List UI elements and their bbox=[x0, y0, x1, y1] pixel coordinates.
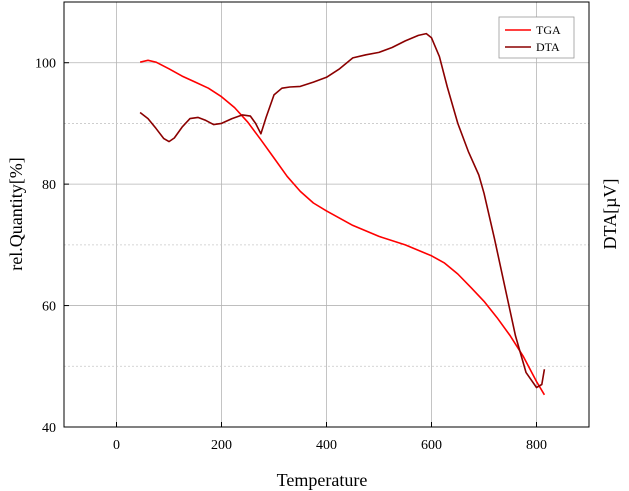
x-axis-ticks: 0 200 400 600 800 bbox=[113, 422, 547, 453]
y-axis-ticks: 40 60 80 100 bbox=[35, 57, 69, 436]
y-tick-label: 60 bbox=[42, 300, 56, 315]
x-tick-label: 600 bbox=[421, 438, 442, 453]
y-axis-title: rel.Quantity[%] bbox=[6, 157, 26, 270]
y2-axis-title: DTA[µV] bbox=[600, 179, 620, 250]
series-line-dta bbox=[139, 32, 546, 389]
legend-label-dta: DTA bbox=[536, 40, 560, 54]
x-tick-label: 200 bbox=[211, 438, 232, 453]
y-tick-label: 40 bbox=[42, 421, 56, 436]
x-tick-label: 0 bbox=[113, 438, 120, 453]
series-line-tga bbox=[139, 59, 546, 396]
series-layer bbox=[139, 32, 546, 396]
legend-label-tga: TGA bbox=[536, 23, 561, 37]
x-tick-label: 400 bbox=[316, 438, 337, 453]
x-axis-title: Temperature bbox=[277, 470, 368, 490]
y-tick-label: 100 bbox=[35, 57, 56, 72]
grid bbox=[64, 2, 589, 427]
x-tick-label: 800 bbox=[526, 438, 547, 453]
legend: TGA DTA bbox=[498, 16, 575, 59]
legend-box bbox=[498, 16, 575, 59]
y-tick-label: 80 bbox=[42, 178, 56, 193]
